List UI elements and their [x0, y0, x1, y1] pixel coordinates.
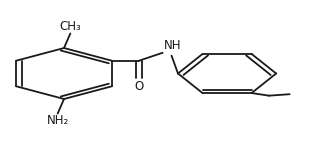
- Text: CH₃: CH₃: [59, 20, 81, 33]
- Text: NH₂: NH₂: [46, 114, 69, 127]
- Text: NH: NH: [164, 39, 182, 52]
- Text: O: O: [134, 80, 143, 93]
